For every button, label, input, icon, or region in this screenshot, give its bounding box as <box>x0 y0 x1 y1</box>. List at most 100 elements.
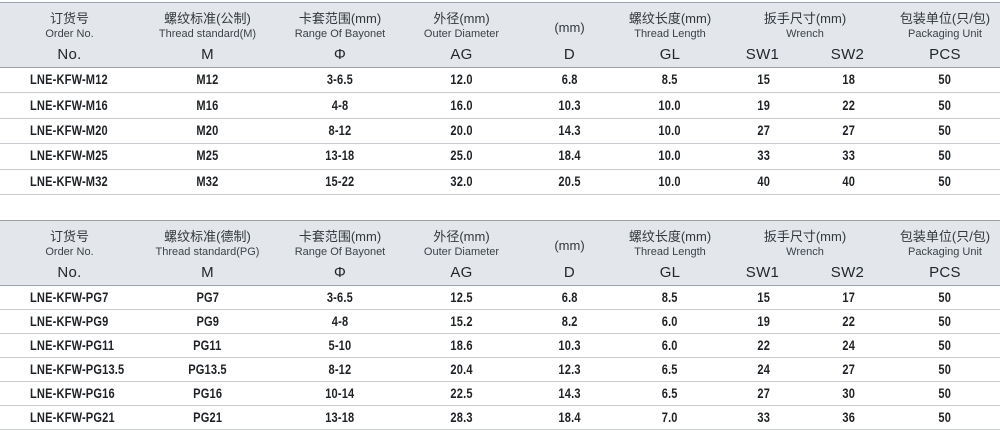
table-cell: 20.4 <box>404 361 519 379</box>
table-cell: LNE-KFW-PG9 <box>0 313 139 331</box>
table-cell: LNE-KFW-PG7 <box>0 289 139 307</box>
header-column: 外径(mm) Outer Diameter AG <box>404 221 519 285</box>
header-column: 螺纹长度(mm) Thread Length GL <box>620 3 720 67</box>
cell-value: M32 <box>196 173 219 189</box>
header-label-en: Wrench <box>786 246 824 258</box>
table-cell: 12.3 <box>519 361 620 379</box>
table-cell: 8.5 <box>620 289 720 307</box>
cell-value: 15 <box>757 72 770 88</box>
table-cell: 14.3 <box>519 385 620 403</box>
header-sub-row: AG <box>404 259 519 285</box>
table-cell: 7.0 <box>620 409 720 427</box>
cell-value: 14.3 <box>558 123 581 139</box>
cell-value: 8.5 <box>662 72 678 88</box>
table-cell: 22 <box>807 313 890 331</box>
header-sub-label: AG <box>450 263 473 281</box>
header-label-en: Outer Diameter <box>423 246 500 258</box>
cell-value: PG11 <box>193 337 222 353</box>
header-sub-label: GL <box>659 45 681 63</box>
header-label-en: Packaging Unit <box>908 246 982 258</box>
cell-value: 10.3 <box>558 337 581 353</box>
header-label-zh: 订货号 <box>49 11 89 26</box>
cell-value: LNE-KFW-PG21 <box>30 409 115 425</box>
table-cell: 40 <box>807 173 890 191</box>
table-row: LNE-KFW-M32 M32 15-22 32.0 20.5 10.0 40 40 50 <box>0 170 1000 196</box>
table-cell: 27 <box>720 122 807 140</box>
header-sub-label: D <box>563 263 576 281</box>
cell-value: 32.0 <box>450 173 473 189</box>
table-cell: 10.0 <box>620 173 720 191</box>
cell-value: 6.5 <box>662 361 678 377</box>
cell-value: 22 <box>842 97 855 113</box>
table-cell: LNE-KFW-M16 <box>0 97 139 115</box>
header-sub-row: M <box>139 259 276 285</box>
table-cell: 14.3 <box>519 122 620 140</box>
header-group-label: 螺纹标准(公制) Thread standard(M) <box>139 3 276 41</box>
table-cell: 6.5 <box>620 361 720 379</box>
cell-value: 6.0 <box>662 313 678 329</box>
table-row: LNE-KFW-M16 M16 4-8 16.0 10.3 10.0 19 22 50 <box>0 93 1000 119</box>
table-row: LNE-KFW-M25 M25 13-18 25.0 18.4 10.0 33 33 50 <box>0 144 1000 170</box>
table-cell: 10.0 <box>620 97 720 115</box>
cell-value: PG21 <box>193 409 222 425</box>
table-cell: 50 <box>890 289 1000 307</box>
cell-value: 10.0 <box>658 173 682 189</box>
header-label-zh: (mm) <box>554 237 585 253</box>
table-cell: 50 <box>890 147 1000 165</box>
header-group-label: 外径(mm) Outer Diameter <box>404 3 519 41</box>
cell-value: 33 <box>842 148 855 164</box>
cell-value: 27 <box>842 123 855 139</box>
header-label-en: Outer Diameter <box>423 28 500 40</box>
cell-value: 8-12 <box>328 361 352 377</box>
table-cell: 18.4 <box>519 409 620 427</box>
table-cell: 15-22 <box>276 173 404 191</box>
cell-value: M12 <box>196 72 219 88</box>
cell-value: 50 <box>938 385 952 401</box>
header-label-en: Range Of Bayonet <box>294 246 386 258</box>
table-cell: LNE-KFW-PG16 <box>0 385 139 403</box>
table-row: LNE-KFW-PG9 PG9 4-8 15.2 8.2 6.0 19 22 50 <box>0 310 1000 334</box>
table-cell: 50 <box>890 337 1000 355</box>
header-group-label: 包装单位(只/包) Packaging Unit <box>890 221 1000 259</box>
metric-thread-table: 订货号 Order No. No. 螺纹标准(公制) Thread standard(M… <box>0 2 1000 196</box>
header-column: (mm) D <box>519 3 620 67</box>
cell-value: 8-12 <box>328 123 352 139</box>
table-cell: 12.5 <box>404 289 519 307</box>
cell-value: 18.6 <box>450 337 473 353</box>
table-cell: PG7 <box>139 289 276 307</box>
table-cell: 13-18 <box>276 147 404 165</box>
header-sub-label: Φ <box>333 263 347 281</box>
table-cell: M25 <box>139 147 276 165</box>
table-cell: 15 <box>720 71 807 89</box>
table-cell: PG21 <box>139 409 276 427</box>
header-sub-label: AG <box>450 45 473 63</box>
cell-value: 12.3 <box>558 361 581 377</box>
table-cell: 18.4 <box>519 147 620 165</box>
table-cell: 15.2 <box>404 313 519 331</box>
header-label-en: Order No. <box>45 246 94 258</box>
cell-value: 40 <box>842 173 855 189</box>
header-label-zh: 卡套范围(mm) <box>298 229 382 244</box>
header-sub-row: AG <box>404 41 519 67</box>
header-sub-row: D <box>519 41 620 67</box>
cell-value: 20.5 <box>558 173 581 189</box>
table-cell: 40 <box>720 173 807 191</box>
table-cell: 27 <box>807 361 890 379</box>
header-sub-row: GL <box>620 41 720 67</box>
cell-value: 14.3 <box>558 385 581 401</box>
header-group-label: (mm) <box>519 3 620 41</box>
table-cell: 8.2 <box>519 313 620 331</box>
cell-value: 27 <box>757 123 770 139</box>
cell-value: LNE-KFW-M16 <box>30 97 108 113</box>
table-cell: 50 <box>890 409 1000 427</box>
cell-value: 10.3 <box>558 97 581 113</box>
table-cell: 10.3 <box>519 97 620 115</box>
header-label-zh: 扳手尺寸(mm) <box>763 229 847 244</box>
cell-value: 22 <box>842 313 855 329</box>
cell-value: 19 <box>757 97 770 113</box>
table-cell: 6.0 <box>620 337 720 355</box>
header-label-zh: 包装单位(只/包) <box>899 11 991 26</box>
header-column: 订货号 Order No. No. <box>0 3 139 67</box>
table-cell: 50 <box>890 71 1000 89</box>
table-cell: PG13.5 <box>139 361 276 379</box>
